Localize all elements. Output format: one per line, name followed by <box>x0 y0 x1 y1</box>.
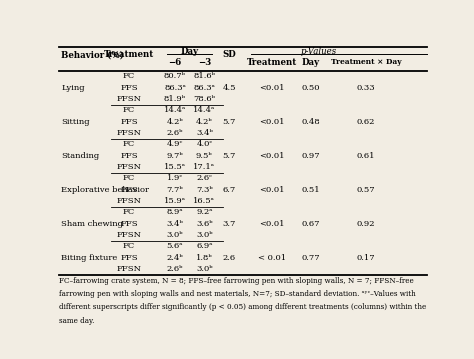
Text: FFS: FFS <box>120 118 138 126</box>
Text: FFSN: FFSN <box>117 231 142 239</box>
Text: 6.7: 6.7 <box>222 186 236 194</box>
Text: 16.5ᵃ: 16.5ᵃ <box>193 197 215 205</box>
Text: 3.6ᵇ: 3.6ᵇ <box>196 220 213 228</box>
Text: 0.17: 0.17 <box>356 254 375 262</box>
Text: FFSN: FFSN <box>117 197 142 205</box>
Text: 78.6ᵇ: 78.6ᵇ <box>193 95 215 103</box>
Text: Day: Day <box>181 47 199 56</box>
Text: 0.97: 0.97 <box>301 152 320 160</box>
Text: Treatment × Day: Treatment × Day <box>331 59 401 66</box>
Text: 80.7ᵇ: 80.7ᵇ <box>164 73 186 80</box>
Text: 15.5ᵃ: 15.5ᵃ <box>164 163 186 171</box>
Text: FFS: FFS <box>120 152 138 160</box>
Text: 2.6ᵇ: 2.6ᵇ <box>167 265 183 273</box>
Text: Sitting: Sitting <box>61 118 90 126</box>
Text: 4.2ᵇ: 4.2ᵇ <box>166 118 183 126</box>
Text: 86.3ᵃ: 86.3ᵃ <box>164 84 186 92</box>
Text: 0.92: 0.92 <box>357 220 375 228</box>
Text: FFSN: FFSN <box>117 95 142 103</box>
Text: <0.01: <0.01 <box>259 118 284 126</box>
Text: FC: FC <box>123 174 135 182</box>
Text: 7.7ᵇ: 7.7ᵇ <box>166 186 183 194</box>
Text: 5.6ᵃ: 5.6ᵃ <box>167 242 183 250</box>
Text: <0.01: <0.01 <box>259 220 284 228</box>
Text: same day.: same day. <box>59 317 95 325</box>
Text: FC: FC <box>123 208 135 216</box>
Text: 0.33: 0.33 <box>356 84 375 92</box>
Text: <0.01: <0.01 <box>259 84 284 92</box>
Text: −6: −6 <box>168 58 182 67</box>
Text: 2.6ᵇ: 2.6ᵇ <box>167 129 183 137</box>
Text: 15.9ᵃ: 15.9ᵃ <box>164 197 186 205</box>
Text: 7.3ᵇ: 7.3ᵇ <box>196 186 213 194</box>
Text: 3.7: 3.7 <box>222 220 236 228</box>
Text: 6.9ᵃ: 6.9ᵃ <box>196 242 213 250</box>
Text: 0.62: 0.62 <box>357 118 375 126</box>
Text: Explorative behavior: Explorative behavior <box>61 186 149 194</box>
Text: p-Values: p-Values <box>301 47 337 56</box>
Text: Biting fixture: Biting fixture <box>61 254 118 262</box>
Text: 5.7: 5.7 <box>222 152 236 160</box>
Text: 2.4ᵇ: 2.4ᵇ <box>166 254 183 262</box>
Text: 0.51: 0.51 <box>301 186 320 194</box>
Text: 3.0ᵇ: 3.0ᵇ <box>167 231 183 239</box>
Text: 0.57: 0.57 <box>356 186 375 194</box>
Text: 9.5ᵇ: 9.5ᵇ <box>196 152 213 160</box>
Text: Standing: Standing <box>61 152 100 160</box>
Text: FFSN: FFSN <box>117 163 142 171</box>
Text: Sham chewing: Sham chewing <box>61 220 123 228</box>
Text: 86.3ᵃ: 86.3ᵃ <box>193 84 215 92</box>
Text: 4.0ᶜ: 4.0ᶜ <box>196 140 212 148</box>
Text: 0.67: 0.67 <box>301 220 320 228</box>
Text: 4.5: 4.5 <box>222 84 236 92</box>
Text: 3.0ᵇ: 3.0ᵇ <box>196 265 213 273</box>
Text: Behavior (%): Behavior (%) <box>61 51 124 60</box>
Text: FFS: FFS <box>120 84 138 92</box>
Text: farrowing pen with sloping walls and nest materials, N=7; SD–standard deviation.: farrowing pen with sloping walls and nes… <box>59 290 416 298</box>
Text: 2.6: 2.6 <box>222 254 236 262</box>
Text: 3.4ᵇ: 3.4ᵇ <box>196 129 213 137</box>
Text: 2.6ᶜ: 2.6ᶜ <box>196 174 212 182</box>
Text: 9.7ᵇ: 9.7ᵇ <box>166 152 183 160</box>
Text: FFS: FFS <box>120 186 138 194</box>
Text: 0.77: 0.77 <box>301 254 320 262</box>
Text: 8.9ᵃ: 8.9ᵃ <box>167 208 183 216</box>
Text: FFS: FFS <box>120 220 138 228</box>
Text: FFSN: FFSN <box>117 129 142 137</box>
Text: FFS: FFS <box>120 254 138 262</box>
Text: FC: FC <box>123 242 135 250</box>
Text: 14.4ᵃ: 14.4ᵃ <box>193 106 216 115</box>
Text: different superscripts differ significantly (p < 0.05) among different treatment: different superscripts differ significan… <box>59 303 427 312</box>
Text: 14.4ᵃ: 14.4ᵃ <box>164 106 186 115</box>
Text: 17.1ᵃ: 17.1ᵃ <box>193 163 215 171</box>
Text: Lying: Lying <box>61 84 85 92</box>
Text: −3: −3 <box>198 58 211 67</box>
Text: 1.9ᶜ: 1.9ᶜ <box>167 174 183 182</box>
Text: FC: FC <box>123 73 135 80</box>
Text: 81.9ᵇ: 81.9ᵇ <box>164 95 186 103</box>
Text: 3.0ᵇ: 3.0ᵇ <box>196 231 213 239</box>
Text: 4.2ᵇ: 4.2ᵇ <box>196 118 213 126</box>
Text: Treatment: Treatment <box>104 51 154 60</box>
Text: 0.48: 0.48 <box>301 118 320 126</box>
Text: < 0.01: < 0.01 <box>257 254 286 262</box>
Text: 81.6ᵇ: 81.6ᵇ <box>193 73 215 80</box>
Text: Treatment: Treatment <box>246 58 297 67</box>
Text: SD: SD <box>222 51 236 60</box>
Text: 0.61: 0.61 <box>357 152 375 160</box>
Text: 9.2ᵃ: 9.2ᵃ <box>196 208 213 216</box>
Text: <0.01: <0.01 <box>259 186 284 194</box>
Text: 1.8ᵇ: 1.8ᵇ <box>196 254 213 262</box>
Text: <0.01: <0.01 <box>259 152 284 160</box>
Text: 0.50: 0.50 <box>301 84 320 92</box>
Text: Day: Day <box>302 58 320 67</box>
Text: 3.4ᵇ: 3.4ᵇ <box>166 220 183 228</box>
Text: 4.9ᶜ: 4.9ᶜ <box>167 140 183 148</box>
Text: FC–farrowing crate system, N = 8; FFS–free farrowing pen with sloping walls, N =: FC–farrowing crate system, N = 8; FFS–fr… <box>59 277 414 285</box>
Text: FFSN: FFSN <box>117 265 142 273</box>
Text: 5.7: 5.7 <box>222 118 236 126</box>
Text: FC: FC <box>123 140 135 148</box>
Text: FC: FC <box>123 106 135 115</box>
